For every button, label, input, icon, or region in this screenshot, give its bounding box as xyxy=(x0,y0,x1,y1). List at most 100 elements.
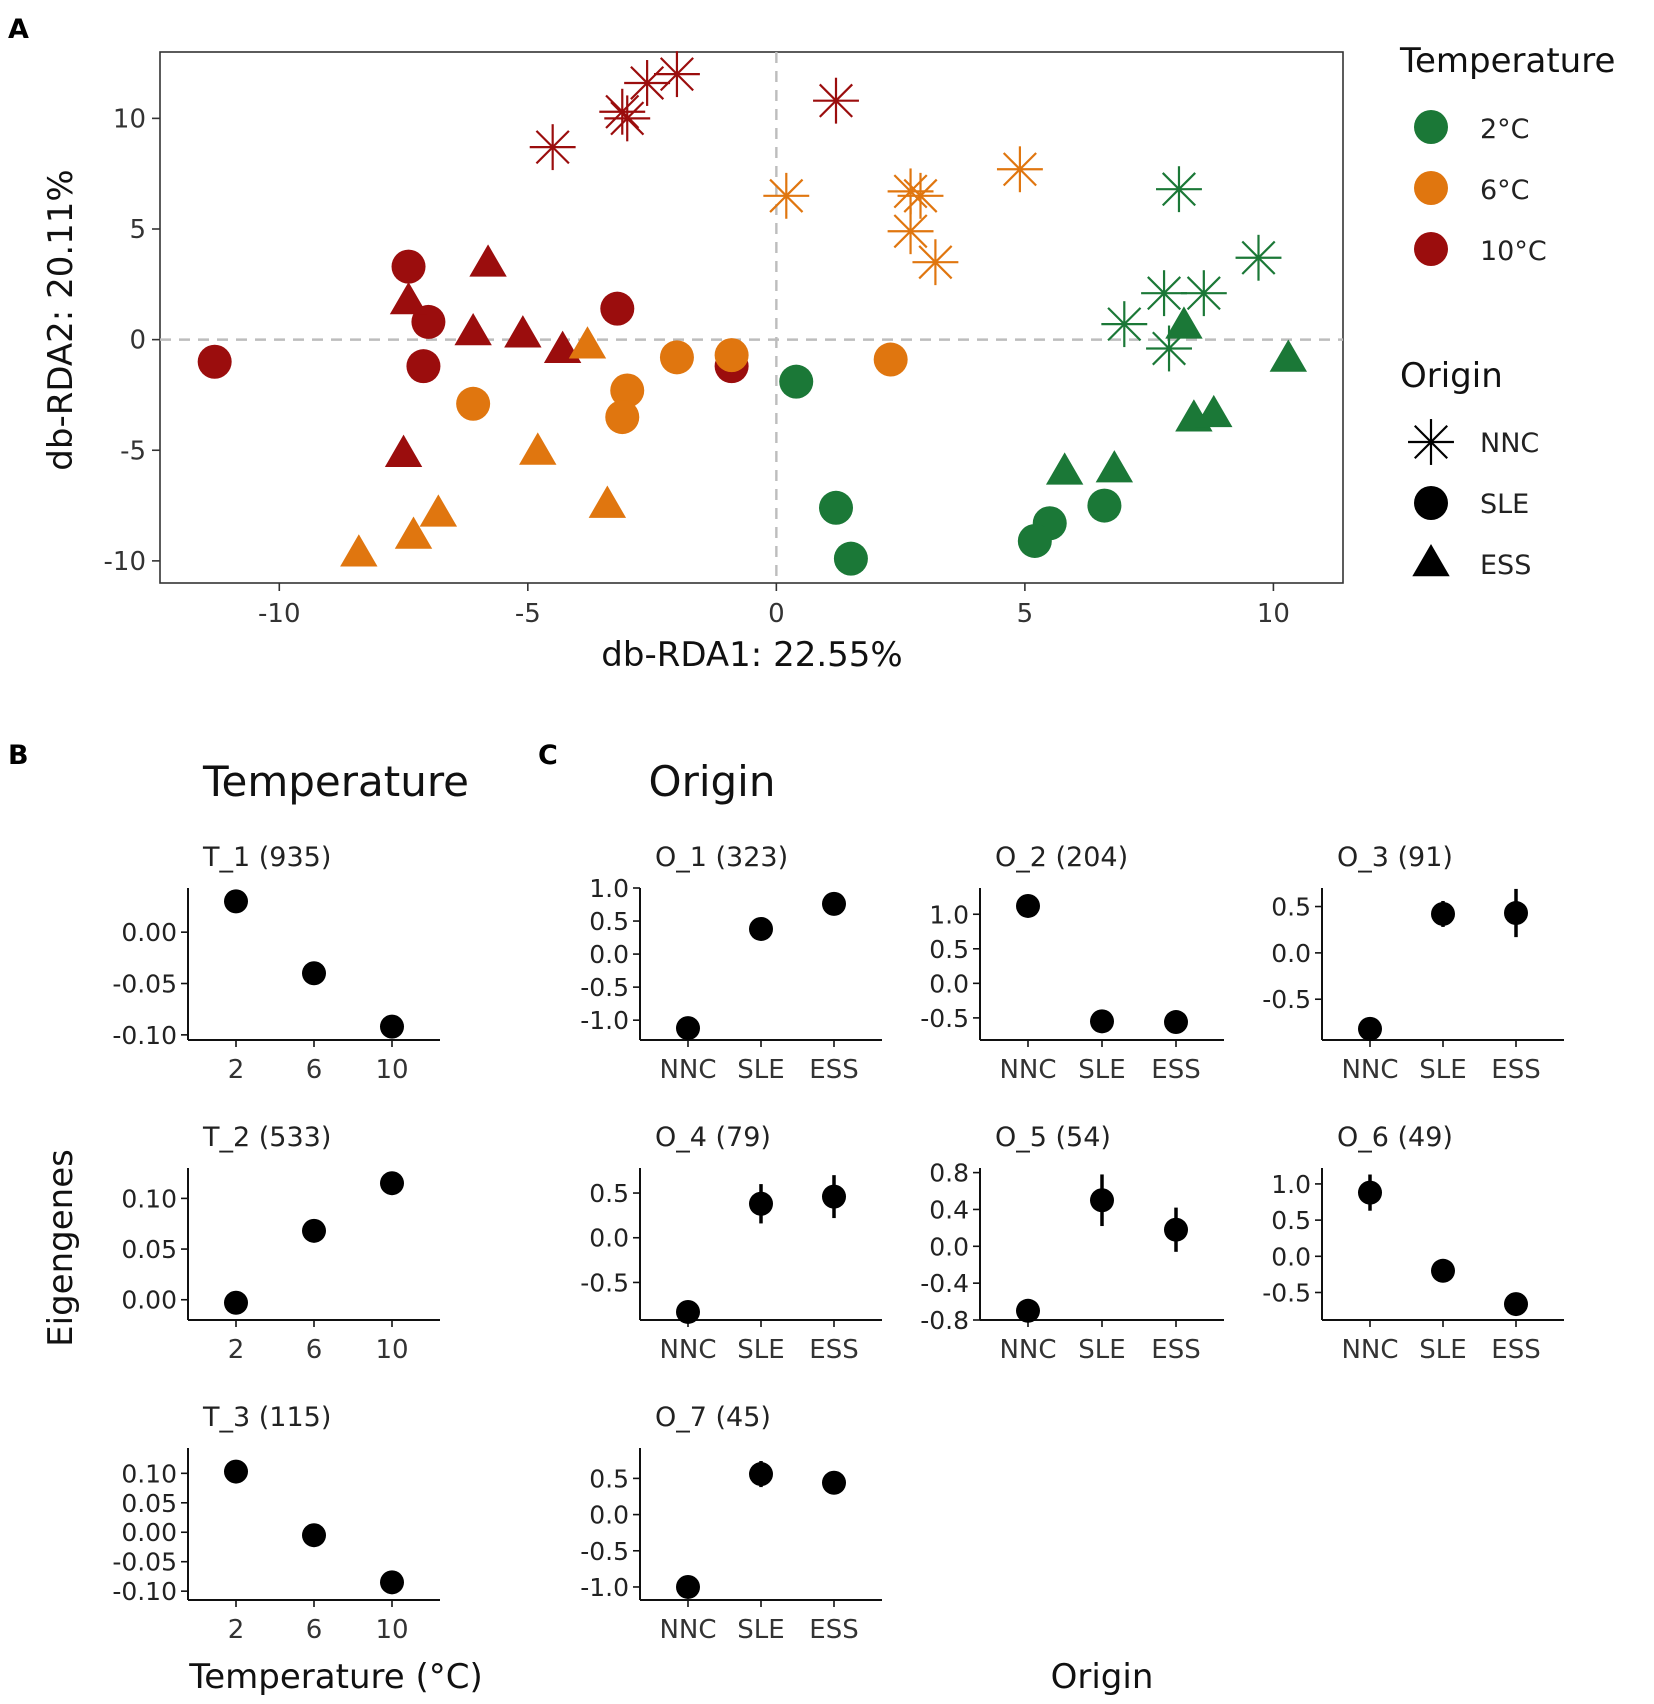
x-tick-label: SLE xyxy=(1078,1055,1125,1085)
y-tick-label: -0.5 xyxy=(580,1537,629,1566)
y-tick-label: 0.4 xyxy=(929,1195,969,1224)
y-tick-label: -10 xyxy=(104,547,146,577)
y-tick-label: -1.0 xyxy=(580,1006,629,1035)
x-tick-label: SLE xyxy=(1419,1335,1466,1365)
point-ess-2-c xyxy=(1095,450,1134,483)
y-tick-label: 0 xyxy=(129,326,146,356)
panel-b-t-3-facet: T_3 (115) 0.100.050.00-0.05-0.10 2 6 10 xyxy=(112,1402,440,1645)
panel-c-o-3-facet: O_3 (91) 0.5 0.0 -0.5 NNC SLE ESS xyxy=(1262,842,1564,1085)
x-tick-label: NNC xyxy=(659,1335,716,1365)
point-ess-6-c xyxy=(588,485,627,518)
y-tick-label: 5 xyxy=(129,215,146,245)
point-sle-2-c xyxy=(1017,523,1052,558)
panel-c-o-5-facet-title: O_5 (54) xyxy=(995,1122,1111,1153)
point-ess-2-c xyxy=(1165,306,1203,339)
point-ess-6-c xyxy=(340,534,378,567)
point-sle-6-c xyxy=(456,386,491,421)
y-tick-label: -0.10 xyxy=(112,1021,177,1050)
x-tick-label: 2 xyxy=(228,1615,245,1645)
point-sle-2-c xyxy=(819,490,853,525)
panel-b-letter: B xyxy=(8,740,29,771)
point-nnc-2-c xyxy=(1235,234,1282,281)
x-tick-label: 2 xyxy=(228,1055,245,1085)
point-sle-10-c xyxy=(197,344,232,379)
x-tick-label: 6 xyxy=(306,1055,323,1085)
x-tick-label: 6 xyxy=(306,1335,323,1365)
legend-key-nnc xyxy=(1408,419,1454,465)
point-ess-6-c xyxy=(394,516,433,549)
point-sle-6-c xyxy=(714,338,749,373)
data-point xyxy=(380,1171,404,1196)
data-point xyxy=(1016,1298,1040,1323)
x-tick-label: -5 xyxy=(515,599,541,629)
x-tick-label: 10 xyxy=(375,1335,408,1365)
y-tick-label: -1.0 xyxy=(580,1573,629,1602)
legend: Temperature 2°C 6°C 10°C Origin NNC SLE … xyxy=(1399,41,1615,581)
legend-shape-title: Origin xyxy=(1400,356,1503,396)
y-tick-label: -0.8 xyxy=(920,1306,969,1335)
x-tick-label: NNC xyxy=(999,1055,1056,1085)
point-nnc-10-c xyxy=(653,51,700,98)
y-tick-label: 0.05 xyxy=(121,1235,177,1264)
x-tick-label: 0 xyxy=(768,599,785,629)
point-sle-2-c xyxy=(779,364,814,399)
x-tick-label: 6 xyxy=(306,1615,323,1645)
data-point xyxy=(302,961,326,986)
x-tick-label: SLE xyxy=(1419,1055,1466,1085)
panel-c-o-6-facet-title: O_6 (49) xyxy=(1337,1122,1453,1153)
data-point xyxy=(302,1523,326,1548)
point-nnc-2-c xyxy=(1141,270,1188,317)
x-tick-label: 10 xyxy=(375,1615,408,1645)
point-sle-2-c xyxy=(1087,488,1122,523)
x-tick-label: 10 xyxy=(375,1055,408,1085)
point-ess-6-c xyxy=(519,432,557,465)
data-point xyxy=(380,1014,404,1039)
point-sle-2-c xyxy=(833,541,868,576)
plot-frame xyxy=(159,51,1344,584)
y-tick-label: -0.4 xyxy=(920,1269,969,1298)
panel-c-o-2-facet-title: O_2 (204) xyxy=(995,842,1128,873)
y-tick-label: 0.0 xyxy=(1271,1242,1311,1271)
legend-label-sle: SLE xyxy=(1480,489,1529,520)
point-sle-6-c xyxy=(605,400,640,435)
point-nnc-10-c xyxy=(599,88,646,135)
data-point xyxy=(822,1184,846,1209)
point-ess-2-c xyxy=(1269,339,1308,372)
data-point xyxy=(676,1574,700,1599)
x-tick-label: ESS xyxy=(1491,1335,1540,1365)
facet-panels: T_1 (935)0.00-0.05-0.102 6 10T_2 (533)0.10… xyxy=(112,842,1564,1645)
y-tick-label: 0.0 xyxy=(929,969,969,998)
panel-c-o-5-facet: O_5 (54) 0.8 0.4 0.0 -0.4 -0.8 NNC SLE ESS xyxy=(920,1122,1224,1365)
legend-key-2-c xyxy=(1414,110,1448,144)
panel-c-title: Origin xyxy=(649,757,776,806)
point-nnc-10-c xyxy=(813,77,859,124)
point-nnc-6-c xyxy=(887,168,934,215)
y-tick-label: 0.10 xyxy=(121,1184,177,1213)
panel-b-ylabel: Eigengenes xyxy=(41,1149,81,1347)
panel-b-t-3-facet-title: T_3 (115) xyxy=(202,1402,331,1433)
point-nnc-2-c xyxy=(1101,301,1148,348)
y-tick-label: 0.00 xyxy=(121,1286,177,1315)
data-point xyxy=(749,1191,773,1216)
point-ess-10-c xyxy=(454,312,492,346)
x-tick-label: ESS xyxy=(809,1055,858,1085)
y-tick-label: 0.10 xyxy=(121,1459,177,1488)
x-tick-label: ESS xyxy=(809,1335,858,1365)
x-tick-label: SLE xyxy=(737,1055,784,1085)
point-sle-6-c xyxy=(873,342,908,377)
panel-c-o-7-facet: O_7 (45) 0.5 0.0 -0.5 -1.0 NNC SLE ESS xyxy=(580,1402,882,1645)
data-point xyxy=(1090,1188,1114,1213)
y-tick-label: -5 xyxy=(120,436,146,466)
point-nnc-2-c xyxy=(1180,270,1227,317)
x-tick-label: 5 xyxy=(1017,599,1034,629)
point-ess-6-c xyxy=(568,326,607,359)
point-nnc-6-c xyxy=(897,172,944,219)
panel-c-o-3-facet-title: O_3 (91) xyxy=(1337,842,1453,873)
y-tick-label: -0.5 xyxy=(580,973,629,1002)
x-tick-label: ESS xyxy=(1491,1055,1540,1085)
y-tick-label: 0.5 xyxy=(589,1464,629,1493)
y-tick-label: -0.05 xyxy=(112,1548,177,1577)
panel-c-o-7-facet-title: O_7 (45) xyxy=(655,1402,771,1433)
y-tick-label: 10 xyxy=(113,104,146,134)
data-point xyxy=(1358,1016,1382,1041)
